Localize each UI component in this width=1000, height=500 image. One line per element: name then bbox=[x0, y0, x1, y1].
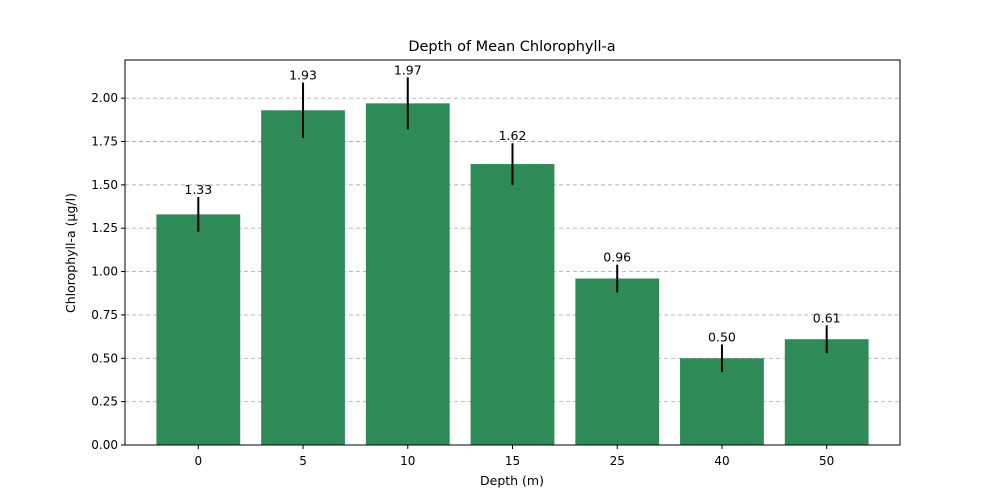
x-tick-label: 0 bbox=[194, 454, 202, 468]
x-tick-label: 40 bbox=[714, 454, 729, 468]
bar bbox=[784, 339, 869, 445]
y-tick-label: 1.25 bbox=[91, 221, 118, 235]
data-label: 0.50 bbox=[708, 329, 736, 344]
data-labels: 1.33 1.93 1.97 1.62 0.96 0.50 0.61 bbox=[184, 62, 840, 344]
data-label: 1.97 bbox=[394, 62, 422, 77]
bar bbox=[261, 110, 345, 446]
bar bbox=[156, 214, 241, 445]
y-axis-ticks: 0.00 0.25 0.50 0.75 1.00 1.25 1.50 1.75 2.00 bbox=[91, 91, 125, 452]
x-tick-label: 5 bbox=[299, 454, 307, 468]
x-axis-ticks: 0 5 10 15 25 40 50 bbox=[194, 445, 834, 468]
y-tick-label: 1.50 bbox=[91, 178, 118, 192]
y-tick-label: 0.25 bbox=[91, 395, 118, 409]
data-label: 0.96 bbox=[603, 250, 631, 265]
chart-title: Depth of Mean Chlorophyll-a bbox=[408, 39, 615, 55]
data-label: 0.61 bbox=[813, 310, 841, 325]
x-tick-label: 10 bbox=[400, 454, 415, 468]
x-tick-label: 25 bbox=[610, 454, 625, 468]
bar bbox=[365, 103, 450, 445]
data-label: 1.93 bbox=[289, 68, 317, 83]
y-tick-label: 1.00 bbox=[91, 265, 118, 279]
y-tick-label: 0.50 bbox=[91, 351, 118, 365]
bar bbox=[680, 358, 764, 445]
data-label: 1.62 bbox=[499, 128, 527, 143]
x-axis-label: Depth (m) bbox=[480, 473, 544, 488]
bar bbox=[575, 278, 660, 445]
y-tick-label: 0.00 bbox=[91, 438, 118, 452]
y-tick-label: 0.75 bbox=[91, 308, 118, 322]
bars bbox=[156, 103, 869, 446]
data-label: 1.33 bbox=[184, 182, 212, 197]
bar bbox=[470, 164, 555, 445]
y-tick-label: 2.00 bbox=[91, 91, 118, 105]
error-bars bbox=[197, 77, 828, 373]
x-tick-label: 50 bbox=[819, 454, 834, 468]
y-axis-label: Chlorophyll-a (µg/l) bbox=[63, 193, 78, 313]
y-tick-label: 1.75 bbox=[91, 135, 118, 149]
x-tick-label: 15 bbox=[505, 454, 520, 468]
